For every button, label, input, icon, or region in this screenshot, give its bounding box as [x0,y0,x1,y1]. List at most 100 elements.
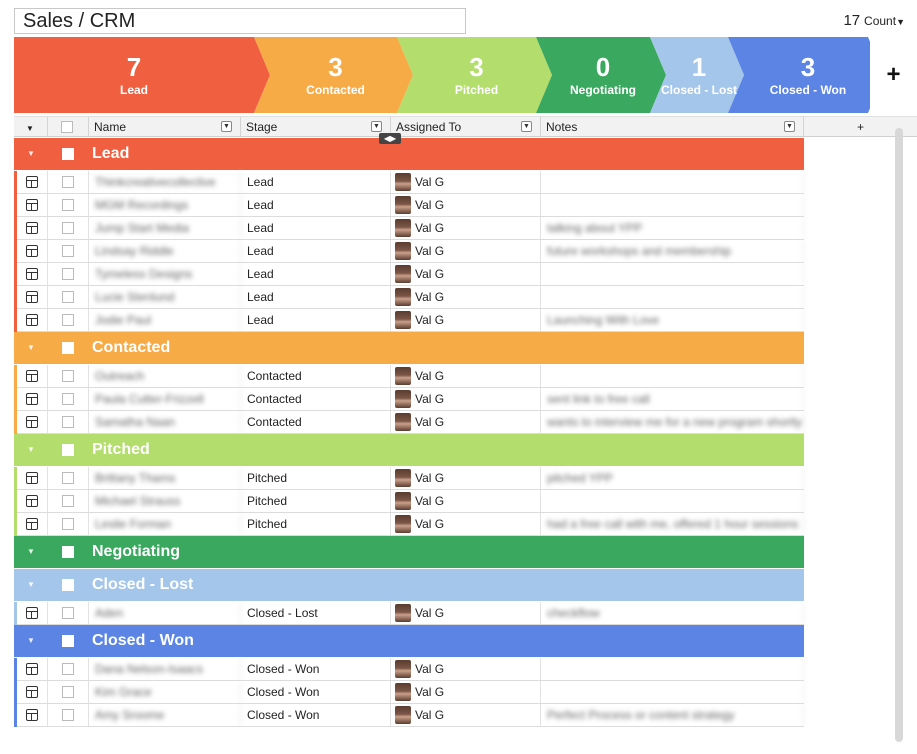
assigned-cell[interactable]: Val G [391,309,541,331]
row-expand-cell[interactable] [14,365,48,387]
group-checkbox[interactable] [62,546,74,558]
row-expand-cell[interactable] [14,286,48,308]
row-expand-cell[interactable] [14,309,48,331]
stage-cell[interactable]: Pitched [241,467,391,489]
notes-cell[interactable]: talking about YPP [541,217,804,239]
group-header-contacted[interactable]: ▼ Contacted [14,332,804,364]
assigned-cell[interactable]: Val G [391,217,541,239]
assigned-cell[interactable]: Val G [391,171,541,193]
row-checkbox[interactable] [62,518,74,530]
notes-cell[interactable]: sent link to free call [541,388,804,410]
expand-record-icon[interactable] [26,709,38,721]
group-checkbox[interactable] [62,635,74,647]
table-row[interactable]: Leslie Forman Pitched Val G had a free c… [14,513,804,536]
table-row[interactable]: Michael Strauss Pitched Val G [14,490,804,513]
row-select-cell[interactable] [48,490,89,512]
assigned-cell[interactable]: Val G [391,658,541,680]
expand-record-icon[interactable] [26,472,38,484]
column-menu-icon[interactable]: ▼ [221,121,232,132]
assigned-cell[interactable]: Val G [391,286,541,308]
assigned-cell[interactable]: Val G [391,388,541,410]
row-checkbox[interactable] [62,176,74,188]
row-checkbox[interactable] [62,245,74,257]
stage-chevron-contacted[interactable] [254,37,413,113]
column-header-stage[interactable]: Stage ▼ [241,117,391,137]
row-select-cell[interactable] [48,681,89,703]
assigned-cell[interactable]: Val G [391,490,541,512]
chevron-down-icon[interactable]: ▼ [27,636,35,645]
assigned-cell[interactable]: Val G [391,681,541,703]
group-header-closed-lost[interactable]: ▼ Closed - Lost [14,569,804,601]
assigned-cell[interactable]: Val G [391,704,541,726]
row-checkbox[interactable] [62,472,74,484]
vertical-scrollbar[interactable] [895,128,903,742]
row-expand-cell[interactable] [14,704,48,726]
stage-negotiating[interactable]: 0 Negotiating [543,37,663,113]
notes-cell[interactable] [541,171,804,193]
row-checkbox[interactable] [62,709,74,721]
chevron-down-icon[interactable]: ▼ [27,343,35,352]
notes-cell[interactable]: future workshops and membership [541,240,804,262]
count-dropdown[interactable]: 17 Count▼ [843,12,905,29]
expand-record-icon[interactable] [26,518,38,530]
name-cell[interactable]: Amy Sroome [89,704,241,726]
row-select-cell[interactable] [48,513,89,535]
name-cell[interactable]: Michael Strauss [89,490,241,512]
row-select-cell[interactable] [48,194,89,216]
name-cell[interactable]: Kim Grace [89,681,241,703]
column-menu-icon[interactable]: ▼ [784,121,795,132]
table-row[interactable]: Brittany Thams Pitched Val G pitched YPP [14,467,804,490]
assigned-cell[interactable]: Val G [391,602,541,624]
row-checkbox[interactable] [62,495,74,507]
assigned-cell[interactable]: Val G [391,365,541,387]
notes-cell[interactable] [541,194,804,216]
expand-record-icon[interactable] [26,663,38,675]
notes-cell[interactable] [541,490,804,512]
expand-record-icon[interactable] [26,495,38,507]
stage-chevron-pitched[interactable] [397,37,552,113]
table-row[interactable]: Aden Closed - Lost Val G checkflow [14,602,804,625]
table-row[interactable]: Lucie Stenlund Lead Val G [14,286,804,309]
notes-cell[interactable] [541,286,804,308]
row-expand-cell[interactable] [14,240,48,262]
column-header-name[interactable]: Name ▼ [89,117,241,137]
stage-cell[interactable]: Pitched [241,513,391,535]
notes-cell[interactable]: wants to interview me for a new program … [541,411,804,433]
notes-cell[interactable]: had a free call with me, offered 1 hour … [541,513,804,535]
notes-cell[interactable] [541,658,804,680]
row-checkbox[interactable] [62,268,74,280]
stage-cell[interactable]: Contacted [241,365,391,387]
table-row[interactable]: Kim Grace Closed - Won Val G [14,681,804,704]
row-expand-cell[interactable] [14,263,48,285]
group-header-pitched[interactable]: ▼ Pitched [14,434,804,466]
stage-cell[interactable]: Pitched [241,490,391,512]
stage-pitched[interactable]: 3 Pitched [417,37,537,113]
group-checkbox[interactable] [62,579,74,591]
table-row[interactable]: Outreach Contacted Val G [14,365,804,388]
chevron-down-icon[interactable]: ▼ [27,445,35,454]
row-expand-cell[interactable] [14,388,48,410]
column-resize-handle[interactable]: ◀▶ [379,133,401,144]
expand-record-icon[interactable] [26,370,38,382]
row-select-cell[interactable] [48,411,89,433]
row-select-cell[interactable] [48,704,89,726]
table-row[interactable]: Paula Cutter-Frizzell Contacted Val G se… [14,388,804,411]
expand-record-icon[interactable] [26,416,38,428]
row-checkbox[interactable] [62,291,74,303]
notes-cell[interactable] [541,365,804,387]
row-expand-cell[interactable] [14,467,48,489]
expand-record-icon[interactable] [26,686,38,698]
stage-cell[interactable]: Lead [241,171,391,193]
group-checkbox[interactable] [62,148,74,160]
row-expand-cell[interactable] [14,490,48,512]
name-cell[interactable]: MGM Recordings [89,194,241,216]
stage-cell[interactable]: Closed - Won [241,704,391,726]
row-select-cell[interactable] [48,309,89,331]
column-header-notes[interactable]: Notes ▼ [541,117,804,137]
name-cell[interactable]: Leslie Forman [89,513,241,535]
add-stage-button[interactable]: + [886,61,901,88]
row-select-cell[interactable] [48,263,89,285]
table-row[interactable]: Dana Nelson-Isaacs Closed - Won Val G [14,658,804,681]
column-menu-icon[interactable]: ▼ [371,121,382,132]
name-cell[interactable]: Paula Cutter-Frizzell [89,388,241,410]
